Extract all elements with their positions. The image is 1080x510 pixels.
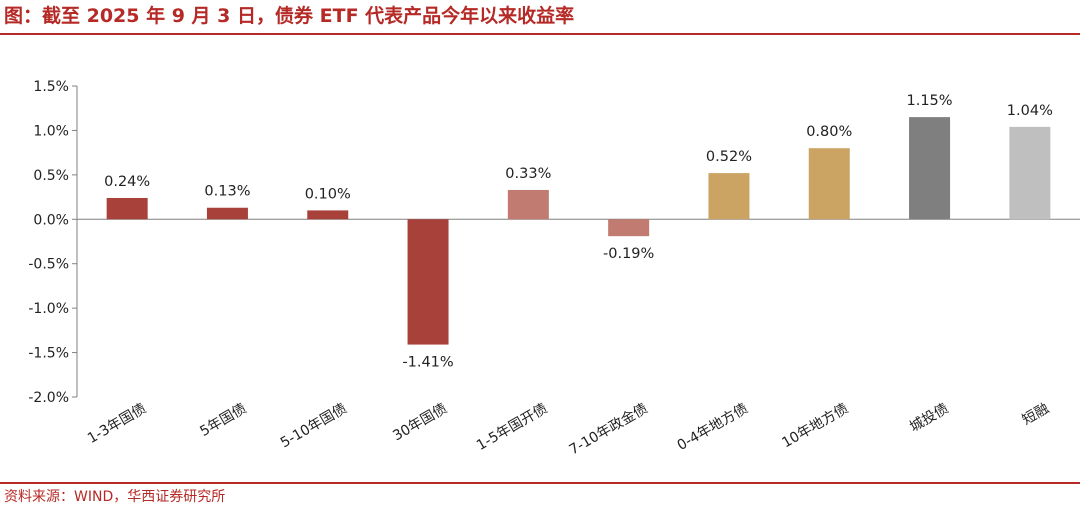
- footer-divider: [0, 482, 1080, 484]
- bar: [1009, 126, 1051, 220]
- data-label: 1.04%: [1007, 103, 1053, 119]
- y-tick-label: 1.5%: [33, 79, 69, 95]
- category-label: 30年国债: [390, 401, 450, 445]
- bar: [106, 197, 148, 220]
- category-label: 5-10年国债: [278, 401, 350, 452]
- bar-chart: 1.5% 1.0% 0.5% 0.0% -0.5% -1.0% -1.5% -2.0% 0.2…: [28, 79, 1080, 459]
- y-tick-label: -1.0%: [28, 301, 69, 317]
- data-label: 1.15%: [907, 93, 953, 109]
- bar: [708, 173, 750, 220]
- bars: [106, 117, 1051, 345]
- category-label: 10年地方债: [779, 401, 851, 452]
- category-label: 7-10年政金债: [567, 401, 651, 459]
- category-label: 城投债: [907, 401, 951, 436]
- title-divider: [0, 33, 1080, 35]
- y-axis: 1.5% 1.0% 0.5% 0.0% -0.5% -1.0% -1.5% -2.0%: [28, 79, 1080, 406]
- data-labels: 0.24% 0.13% 0.10% -1.41% 0.33% -0.19% 0.52% 0.8…: [104, 93, 1053, 370]
- data-label: -0.19%: [603, 246, 654, 262]
- y-tick-label: -1.5%: [28, 346, 69, 362]
- data-label: 0.80%: [806, 124, 852, 140]
- category-label: 短融: [1020, 401, 1052, 429]
- source-note: 资料来源：WIND，华西证券研究所: [4, 489, 226, 505]
- y-tick-label: -0.5%: [28, 257, 69, 273]
- bar: [407, 219, 449, 345]
- data-label: 0.52%: [706, 149, 752, 165]
- y-tick-label: 1.0%: [33, 123, 69, 139]
- category-label: 1-5年国开债: [474, 401, 550, 454]
- chart-title: 图：截至 2025 年 9 月 3 日，债券 ETF 代表产品今年以来收益率: [4, 5, 575, 27]
- category-label: 0-4年地方债: [675, 401, 751, 454]
- data-label: 0.33%: [505, 166, 551, 182]
- bar: [909, 117, 951, 220]
- bar: [307, 210, 349, 220]
- data-label: -1.41%: [402, 355, 453, 371]
- y-tick-label: 0.0%: [33, 212, 69, 228]
- bar: [507, 189, 549, 220]
- category-label: 5年国债: [197, 401, 249, 440]
- y-tick-label: 0.5%: [33, 168, 69, 184]
- bar: [808, 148, 850, 220]
- data-label: 0.24%: [104, 174, 150, 190]
- bar: [206, 207, 248, 220]
- category-label: 1-3年国债: [85, 401, 149, 447]
- y-tick-label: -2.0%: [28, 390, 69, 406]
- data-label: 0.10%: [305, 186, 351, 202]
- data-label: 0.13%: [204, 184, 250, 200]
- bar: [608, 219, 650, 237]
- category-labels: 1-3年国债 5年国债 5-10年国债 30年国债 1-5年国开债 7-10年政金债 0-4…: [85, 401, 1052, 459]
